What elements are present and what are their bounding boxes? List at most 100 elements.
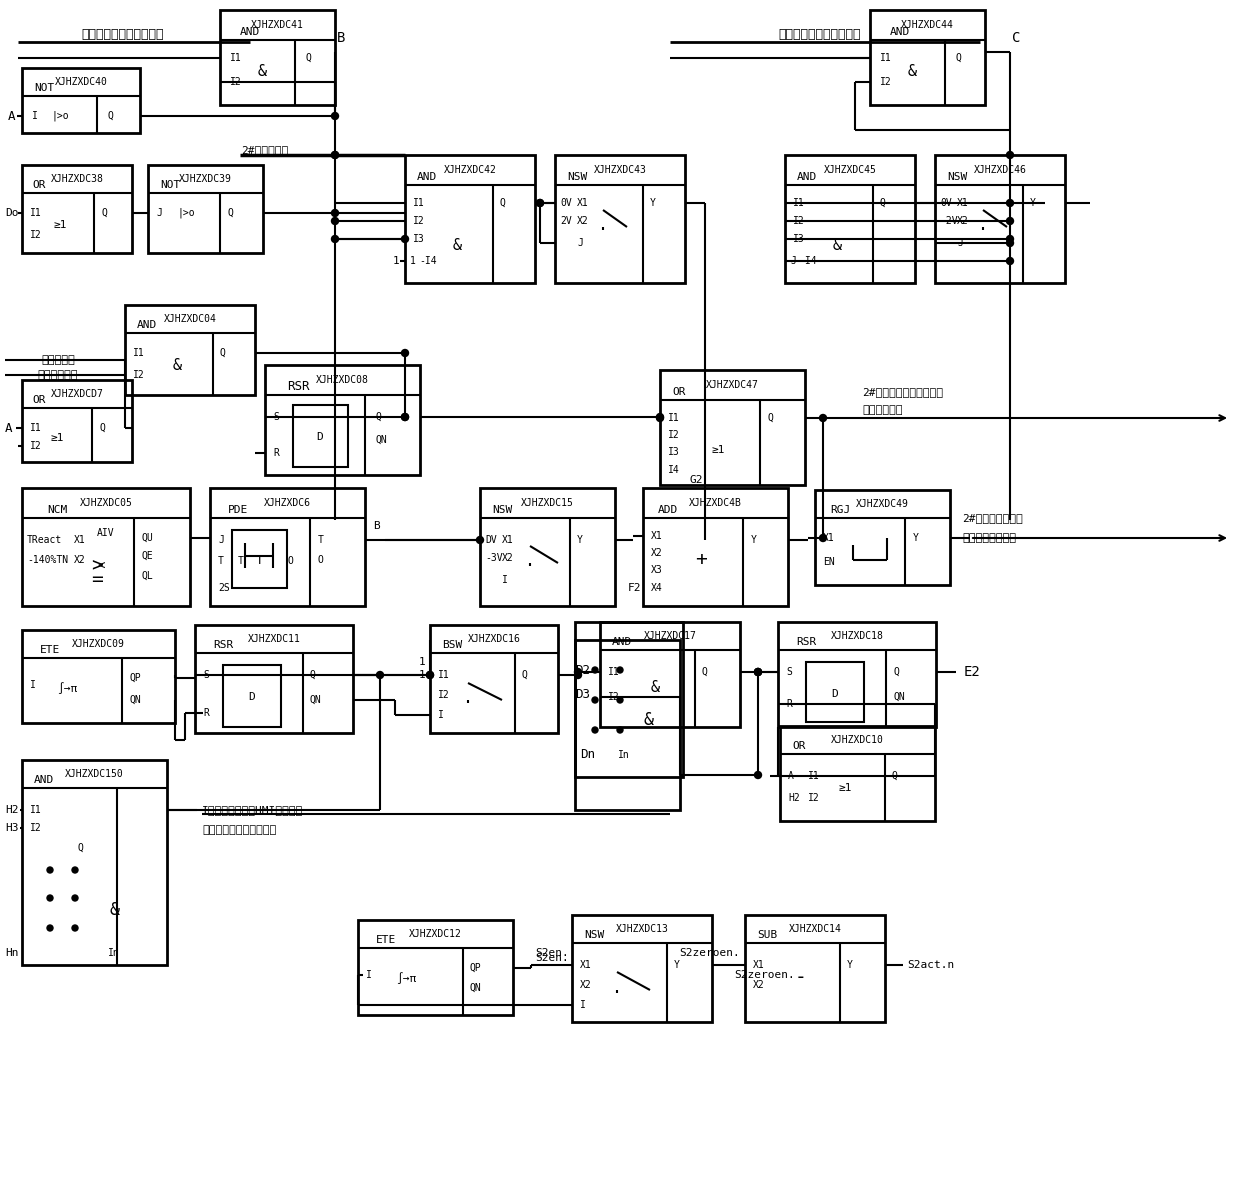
Text: XJHZXDC15: XJHZXDC15 [521,498,573,508]
Text: OR: OR [32,395,46,405]
Text: X1: X1 [577,197,589,208]
Text: -140%TN: -140%TN [27,555,68,565]
Text: XJHZXDC41: XJHZXDC41 [250,20,304,30]
Text: S2zeroen.: S2zeroen. [680,948,740,958]
Text: QN: QN [310,695,321,706]
Text: &: & [908,65,916,79]
Bar [293,405,348,467]
Text: NSW: NSW [492,504,512,515]
Text: 2#矫直辊轴向传动逆变器: 2#矫直辊轴向传动逆变器 [862,386,942,397]
Bar [745,915,885,1022]
Text: I1: I1 [438,669,450,680]
Text: Q: Q [893,667,899,677]
Text: X1: X1 [580,960,591,970]
Text: XJHZXDC47: XJHZXDC47 [706,380,759,390]
Text: I3: I3 [413,234,425,244]
Bar [232,530,286,588]
Bar [358,920,513,1015]
Text: 2S: 2S [218,583,229,594]
Text: R: R [273,448,279,458]
Text: ≥1: ≥1 [712,445,724,455]
Text: 各矫直辊均处于矫直零位: 各矫直辊均处于矫直零位 [202,825,277,836]
Text: I2: I2 [133,370,145,380]
Text: -: - [794,968,806,986]
Text: -2V: -2V [940,216,957,226]
Text: XJHZXDC14: XJHZXDC14 [789,923,842,934]
Bar [265,365,420,476]
Circle shape [47,867,53,873]
Text: I2: I2 [808,793,820,803]
Text: S: S [273,412,279,421]
Text: S2act.n: S2act.n [906,960,955,970]
Bar [22,380,131,462]
Text: D: D [249,692,255,702]
Text: NSW: NSW [584,929,604,940]
Text: NSW: NSW [567,172,588,182]
Text: Y: Y [847,960,853,970]
Bar [22,630,175,722]
Text: XJHZXDC13: XJHZXDC13 [615,923,668,934]
Text: 矫直辊轴向手动伸出指令: 矫直辊轴向手动伸出指令 [82,29,164,41]
Bar [22,67,140,132]
Circle shape [331,152,339,159]
Text: X2: X2 [577,216,589,226]
Text: T: T [317,535,324,545]
Text: OR: OR [792,740,806,751]
Text: Y: Y [577,535,583,545]
Text: QP: QP [130,673,141,683]
Text: &: & [651,679,660,695]
Text: OR: OR [672,386,686,397]
Text: XJHZXDC46: XJHZXDC46 [973,165,1027,175]
Text: AND: AND [241,26,260,37]
Bar [22,488,190,606]
Text: H3: H3 [5,824,19,833]
Text: S2zeroen.: S2zeroen. [734,970,795,980]
Text: I2: I2 [30,230,42,240]
Text: A: A [787,771,794,781]
Text: XJHZXDC40: XJHZXDC40 [55,77,108,87]
Bar [575,622,683,777]
Text: NOT: NOT [33,83,55,93]
Text: XJHZXDC16: XJHZXDC16 [467,635,521,644]
Circle shape [591,727,598,733]
Text: 1: 1 [418,657,425,667]
Text: 0V: 0V [560,197,572,208]
Text: I1: I1 [880,53,892,63]
Text: =: = [91,571,103,590]
Text: X1: X1 [957,197,968,208]
Text: In: In [108,948,120,958]
Text: ≥1: ≥1 [53,220,67,230]
Circle shape [476,537,484,543]
Circle shape [754,668,761,675]
Text: ADD: ADD [658,504,678,515]
Text: XJHZXDC10: XJHZXDC10 [831,734,883,745]
Circle shape [754,772,761,779]
Text: PDE: PDE [228,504,248,515]
Circle shape [402,236,408,242]
Text: XJHZXDC05: XJHZXDC05 [79,498,133,508]
Circle shape [427,672,434,679]
Text: I（显示在矫直机HMI画面上）: I（显示在矫直机HMI画面上） [202,805,304,815]
Circle shape [331,152,339,159]
Circle shape [537,200,543,207]
Text: S2en.: S2en. [534,948,569,958]
Circle shape [72,925,78,931]
Text: X2: X2 [580,980,591,990]
Text: B: B [373,521,381,531]
Text: QN: QN [470,982,482,993]
Text: X1: X1 [74,535,86,545]
Circle shape [331,218,339,224]
Text: >: > [91,556,103,576]
Text: X1: X1 [502,535,513,545]
Text: Q: Q [219,348,226,358]
Text: C: C [1012,31,1021,45]
Text: 2#矫直辊轴向传动: 2#矫直辊轴向传动 [962,513,1023,523]
Circle shape [656,414,663,421]
Text: QN: QN [130,695,141,706]
Text: QP: QP [470,963,482,973]
Text: Q: Q [955,53,961,63]
Text: AIV: AIV [97,529,114,538]
Circle shape [618,727,622,733]
Text: XJHZXDC6: XJHZXDC6 [263,498,310,508]
Text: AND: AND [797,172,817,182]
